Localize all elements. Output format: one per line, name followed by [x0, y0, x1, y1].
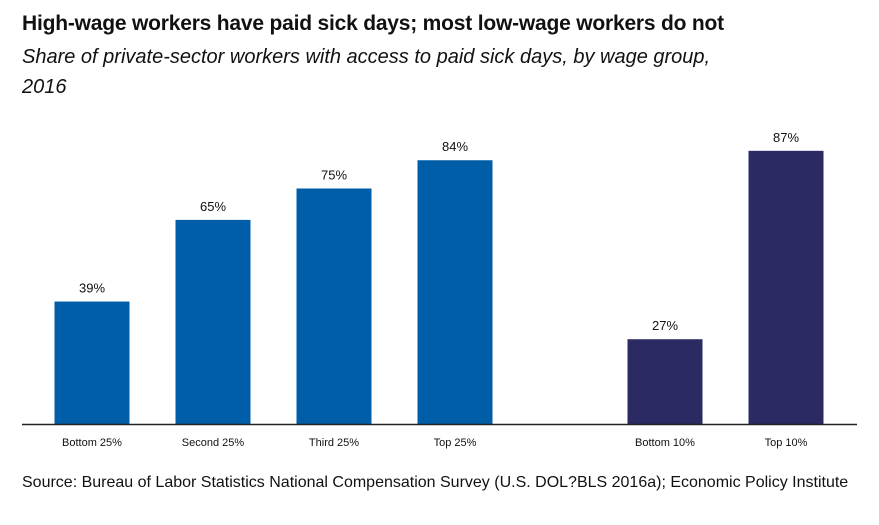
bar-3: [296, 188, 372, 424]
x-tick-label-5: Bottom 10%: [635, 437, 695, 449]
bar-6: [748, 150, 824, 424]
x-tick-label-4: Top 25%: [434, 437, 477, 449]
x-tick-label-3: Third 25%: [309, 437, 359, 449]
x-tick-label-2: Second 25%: [182, 437, 245, 449]
data-label-2: 65%: [200, 199, 226, 214]
bar-2: [175, 219, 251, 424]
x-tick-label-6: Top 10%: [765, 437, 808, 449]
bar-5: [627, 339, 703, 424]
data-label-5: 27%: [652, 318, 678, 333]
data-label-4: 84%: [442, 139, 468, 154]
data-label-6: 87%: [773, 130, 799, 145]
data-label-1: 39%: [79, 281, 105, 296]
chart-subtitle: Share of private-sector workers with acc…: [22, 46, 711, 98]
chart-title: High-wage workers have paid sick days; m…: [22, 12, 724, 35]
bar-4: [417, 160, 493, 425]
data-label-3: 75%: [321, 168, 347, 183]
source-note: Source: Bureau of Labor Statistics Natio…: [22, 474, 849, 491]
bar-1: [54, 301, 130, 424]
x-tick-label-1: Bottom 25%: [62, 437, 122, 449]
bar-chart: 39% Bottom 25% 65% Second 25% 75% Third 25% 84…: [22, 130, 857, 449]
